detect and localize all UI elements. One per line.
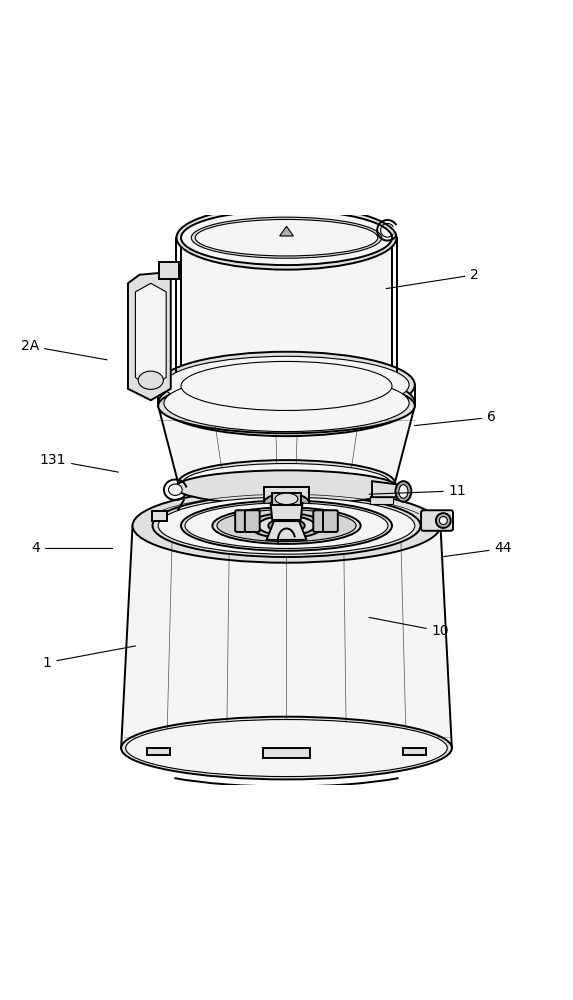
- Polygon shape: [181, 238, 392, 386]
- Ellipse shape: [191, 217, 382, 258]
- Bar: [152, 511, 167, 521]
- Ellipse shape: [132, 489, 441, 563]
- Ellipse shape: [176, 206, 397, 270]
- Text: 2: 2: [386, 268, 479, 289]
- FancyBboxPatch shape: [245, 510, 260, 532]
- Ellipse shape: [125, 720, 448, 777]
- Ellipse shape: [158, 379, 415, 433]
- Ellipse shape: [138, 371, 163, 389]
- Ellipse shape: [181, 361, 392, 410]
- Text: 11: 11: [369, 484, 466, 498]
- Ellipse shape: [264, 493, 309, 514]
- Ellipse shape: [164, 356, 409, 413]
- Bar: [147, 748, 170, 755]
- Ellipse shape: [399, 485, 408, 498]
- Ellipse shape: [158, 352, 415, 418]
- Ellipse shape: [164, 375, 409, 432]
- Text: 2A: 2A: [21, 339, 107, 360]
- Ellipse shape: [217, 510, 356, 542]
- Polygon shape: [266, 521, 307, 540]
- Ellipse shape: [168, 484, 182, 495]
- Ellipse shape: [268, 519, 305, 533]
- FancyBboxPatch shape: [235, 510, 250, 532]
- Polygon shape: [121, 526, 452, 748]
- Polygon shape: [372, 481, 408, 497]
- Text: 131: 131: [40, 453, 119, 472]
- FancyBboxPatch shape: [313, 510, 328, 532]
- FancyBboxPatch shape: [421, 510, 453, 531]
- Text: 4: 4: [31, 541, 113, 555]
- Ellipse shape: [175, 470, 398, 505]
- Text: 6: 6: [415, 410, 496, 426]
- Bar: [370, 496, 393, 504]
- Bar: [262, 748, 311, 758]
- Polygon shape: [128, 272, 171, 400]
- Ellipse shape: [395, 481, 411, 502]
- Ellipse shape: [178, 460, 395, 506]
- Polygon shape: [280, 226, 293, 236]
- Ellipse shape: [274, 521, 299, 531]
- Bar: [272, 493, 301, 505]
- Bar: [403, 748, 426, 755]
- Polygon shape: [158, 406, 415, 483]
- Ellipse shape: [439, 517, 448, 525]
- Ellipse shape: [158, 497, 415, 554]
- Ellipse shape: [183, 464, 390, 502]
- Polygon shape: [270, 503, 303, 520]
- Ellipse shape: [213, 507, 360, 544]
- Ellipse shape: [195, 219, 378, 256]
- Bar: [159, 262, 179, 279]
- Text: 10: 10: [369, 617, 449, 638]
- Polygon shape: [135, 283, 166, 388]
- Ellipse shape: [158, 370, 415, 436]
- Ellipse shape: [181, 501, 392, 551]
- Ellipse shape: [258, 516, 315, 535]
- Ellipse shape: [121, 717, 452, 779]
- Text: 1: 1: [42, 646, 135, 670]
- Ellipse shape: [185, 503, 388, 548]
- Text: 44: 44: [443, 541, 512, 557]
- Ellipse shape: [181, 210, 392, 265]
- Ellipse shape: [249, 513, 324, 538]
- Ellipse shape: [275, 493, 298, 505]
- Bar: [264, 487, 309, 503]
- Ellipse shape: [436, 513, 451, 528]
- Ellipse shape: [176, 359, 397, 413]
- Ellipse shape: [152, 494, 421, 557]
- FancyBboxPatch shape: [323, 510, 338, 532]
